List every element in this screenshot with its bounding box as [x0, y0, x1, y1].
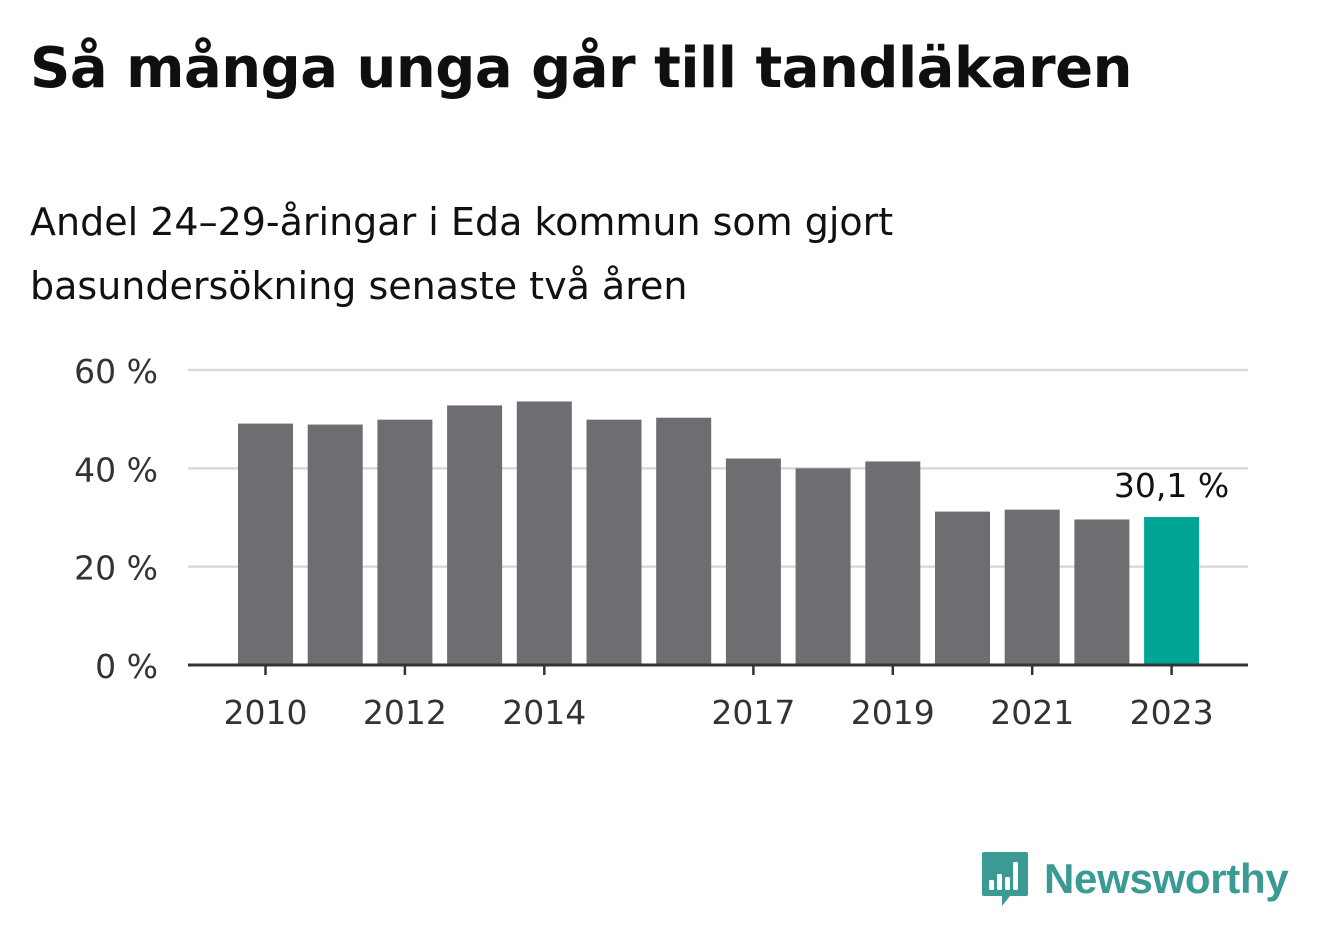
bar-2021	[1004, 509, 1060, 665]
x-tick-label: 2012	[363, 693, 447, 732]
labels: 0 % 20 % 40 % 60 % 30,1 % 2010 2012 2014 2017 201…	[74, 352, 1229, 732]
y-tick-label: 0 %	[95, 647, 158, 686]
x-tick-label: 2014	[502, 693, 586, 732]
x-tick-label: 2021	[990, 693, 1074, 732]
gridlines	[188, 368, 1248, 568]
y-tick-label: 60 %	[74, 352, 158, 391]
y-tick-label: 20 %	[74, 549, 158, 588]
bar-2017	[725, 458, 781, 665]
bar-2016	[656, 417, 712, 665]
bar-2019	[865, 461, 921, 665]
y-tick-label: 40 %	[74, 450, 158, 489]
chart-title: Så många unga går till tandläkaren	[30, 36, 1132, 101]
brand-name: Newsworthy	[1044, 855, 1289, 902]
x-tick-label: 2023	[1130, 693, 1214, 732]
bars	[238, 401, 1200, 665]
axes	[188, 663, 1248, 675]
bar-2018	[795, 468, 851, 665]
chart-subtitle: Andel 24–29-åringar i Eda kommun som gjo…	[30, 200, 894, 308]
bar-2020	[935, 511, 990, 665]
highlight-value-label: 30,1 %	[1114, 466, 1229, 505]
bar-2013	[447, 405, 503, 665]
bar-2010	[238, 423, 293, 665]
bar-2015	[586, 419, 642, 665]
bar-2011	[307, 424, 363, 665]
bar-2012	[377, 419, 433, 665]
bar-2023	[1144, 517, 1200, 665]
x-tick-label: 2010	[224, 693, 308, 732]
bar-chart: 0 % 20 % 40 % 60 % 30,1 % 2010 2012 2014 2017 201…	[74, 352, 1248, 732]
newsworthy-logo-icon	[982, 852, 1028, 906]
bar-2022	[1074, 519, 1130, 665]
x-tick-label: 2017	[711, 693, 795, 732]
x-tick-label: 2019	[851, 693, 935, 732]
newsworthy-logo: Newsworthy	[980, 850, 1289, 908]
bar-2014	[516, 401, 572, 665]
